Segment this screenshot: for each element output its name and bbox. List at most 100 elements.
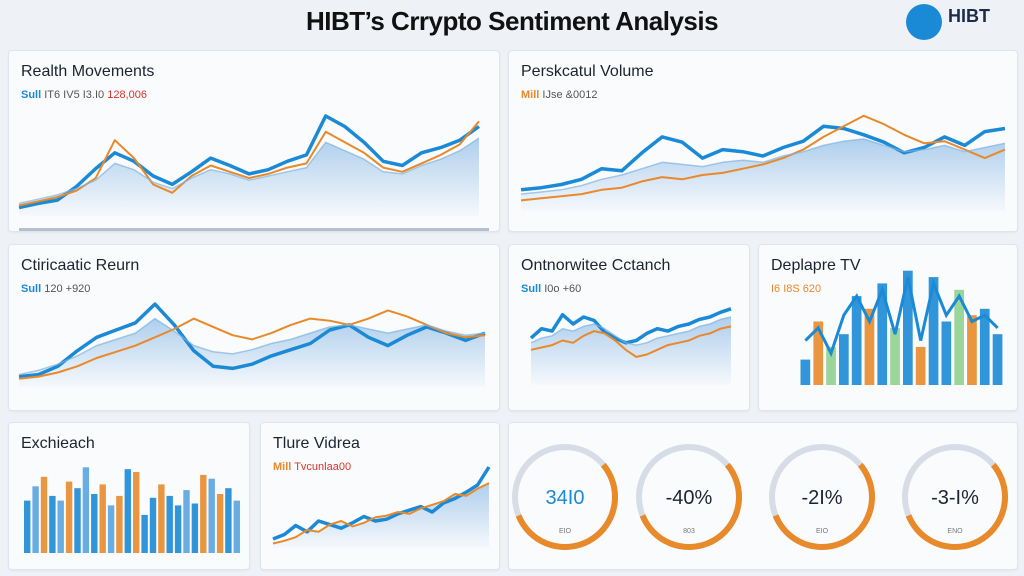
bar (915, 346, 926, 385)
series-line-3 (520, 138, 1006, 195)
bar (74, 488, 81, 553)
bar-line-chart (800, 270, 1003, 385)
bar (49, 495, 56, 553)
panel-subtitle: Sull I0o +60 (521, 283, 582, 295)
panel-title: Deplapre TV (771, 257, 861, 274)
bar (903, 270, 913, 385)
bar (225, 488, 232, 553)
series-line-3 (530, 316, 732, 346)
page-title: HIBT’s Crrypto Sentiment Analysis (305, 6, 719, 36)
line-chart (18, 114, 481, 216)
bar (826, 346, 836, 385)
bar (183, 490, 190, 553)
area-fill (273, 483, 489, 548)
panel-subtitle: Sull IT6 IV5 I3.I0 128,006 (21, 89, 147, 101)
bar (32, 486, 39, 553)
bar (141, 514, 148, 553)
bar (158, 484, 165, 553)
bar (208, 478, 215, 553)
series-line-2 (520, 114, 1006, 202)
series-line-2 (18, 309, 486, 380)
bar (191, 503, 199, 553)
panel-title: Ontnorwitee Cctanch (521, 257, 671, 274)
bar (979, 308, 990, 385)
bar (200, 474, 207, 553)
panel-subtitle: Mill IJse &0012 (521, 89, 598, 101)
bar (166, 495, 173, 553)
series-line-1 (520, 124, 1006, 192)
area-fill (531, 317, 731, 385)
panel-exchieach: Exchieach (8, 422, 250, 570)
bar (124, 469, 131, 553)
bar (24, 500, 31, 553)
area-fill (521, 139, 1005, 211)
bar (133, 472, 140, 553)
panel-title: Ctiricaatic Reurn (21, 257, 140, 274)
bar-chart (24, 467, 240, 553)
line-chart (520, 114, 1006, 211)
line-chart (529, 307, 732, 385)
line-chart (18, 302, 486, 387)
bar (864, 308, 875, 385)
area-fill (19, 138, 479, 216)
series-line-2 (18, 120, 480, 207)
bar (149, 497, 157, 553)
gauge-arc (636, 444, 742, 550)
divider (19, 228, 489, 231)
panel-subtitle: Sull 120 +920 (21, 283, 91, 295)
panel-ontnorwitee-cctanch: Ontnorwitee Cctanch Sull I0o +60 (508, 244, 750, 411)
gauge-arc (512, 444, 618, 550)
panel-gauges: 34I0 EIO -40% 803 -2I% EIO -3-I% ENO (508, 422, 1018, 570)
gauge-arc (902, 444, 1008, 550)
gauge-label: EIO (816, 528, 829, 535)
series-line-1 (18, 302, 486, 379)
bar (174, 505, 182, 553)
bar (851, 296, 862, 385)
panel-ctiricaatic-reurn: Ctiricaatic Reurn Sull 120 +920 (8, 244, 500, 411)
panel-deplapre-tv: Deplapre TV I6 I8S 620 (758, 244, 1018, 411)
brand-name: HIBT (948, 6, 990, 26)
gauge-value: 34I0 (546, 487, 585, 509)
panel-title: Exchieach (21, 435, 95, 452)
bar (40, 476, 48, 553)
bar (116, 495, 123, 553)
gauge-group: 34I0 EIO -40% 803 -2I% EIO -3-I% ENO (512, 444, 1008, 550)
series-line-2 (272, 482, 490, 545)
bar (813, 321, 824, 385)
bar (928, 277, 939, 385)
bar (107, 505, 115, 553)
line-chart (272, 466, 491, 548)
gauge-arc (769, 444, 875, 550)
gauge-label: ENO (947, 528, 963, 535)
bar (890, 327, 900, 385)
panel-realth-movements: Realth Movements Sull IT6 IV5 I3.I0 128,… (8, 50, 500, 232)
trend-line (804, 276, 999, 358)
series-line-2 (530, 325, 732, 358)
gauge-label: EIO (559, 528, 572, 535)
bar (216, 494, 224, 553)
panel-perskcatul-volume: Perskcatul Volume Mill IJse &0012 (508, 50, 1018, 232)
panel-title: Perskcatul Volume (521, 63, 654, 80)
gauge-value: -2I% (801, 487, 842, 509)
bar (99, 484, 106, 553)
brand-logo: HIBT (904, 2, 1020, 42)
bar (877, 283, 888, 385)
bar (992, 334, 1003, 385)
panel-tlure-vidrea: Tlure Vidrea Mill Tvcunlaa00 (260, 422, 500, 570)
bar (954, 289, 964, 385)
bar (65, 481, 73, 553)
panel-title: Tlure Vidrea (273, 435, 360, 452)
series-line-3 (18, 317, 486, 376)
panel-title: Realth Movements (21, 63, 155, 80)
panel-subtitle: Mill Tvcunlaa00 (273, 461, 352, 473)
bar (233, 500, 240, 553)
gauge-value: -40% (666, 487, 713, 509)
bar (967, 315, 977, 385)
bar (800, 359, 811, 385)
area-fill (19, 318, 485, 387)
bar (91, 494, 98, 553)
gauge-label: 803 (683, 528, 695, 535)
series-line-1 (529, 307, 732, 345)
gauge-value: -3-I% (931, 487, 979, 509)
bar (941, 321, 952, 385)
